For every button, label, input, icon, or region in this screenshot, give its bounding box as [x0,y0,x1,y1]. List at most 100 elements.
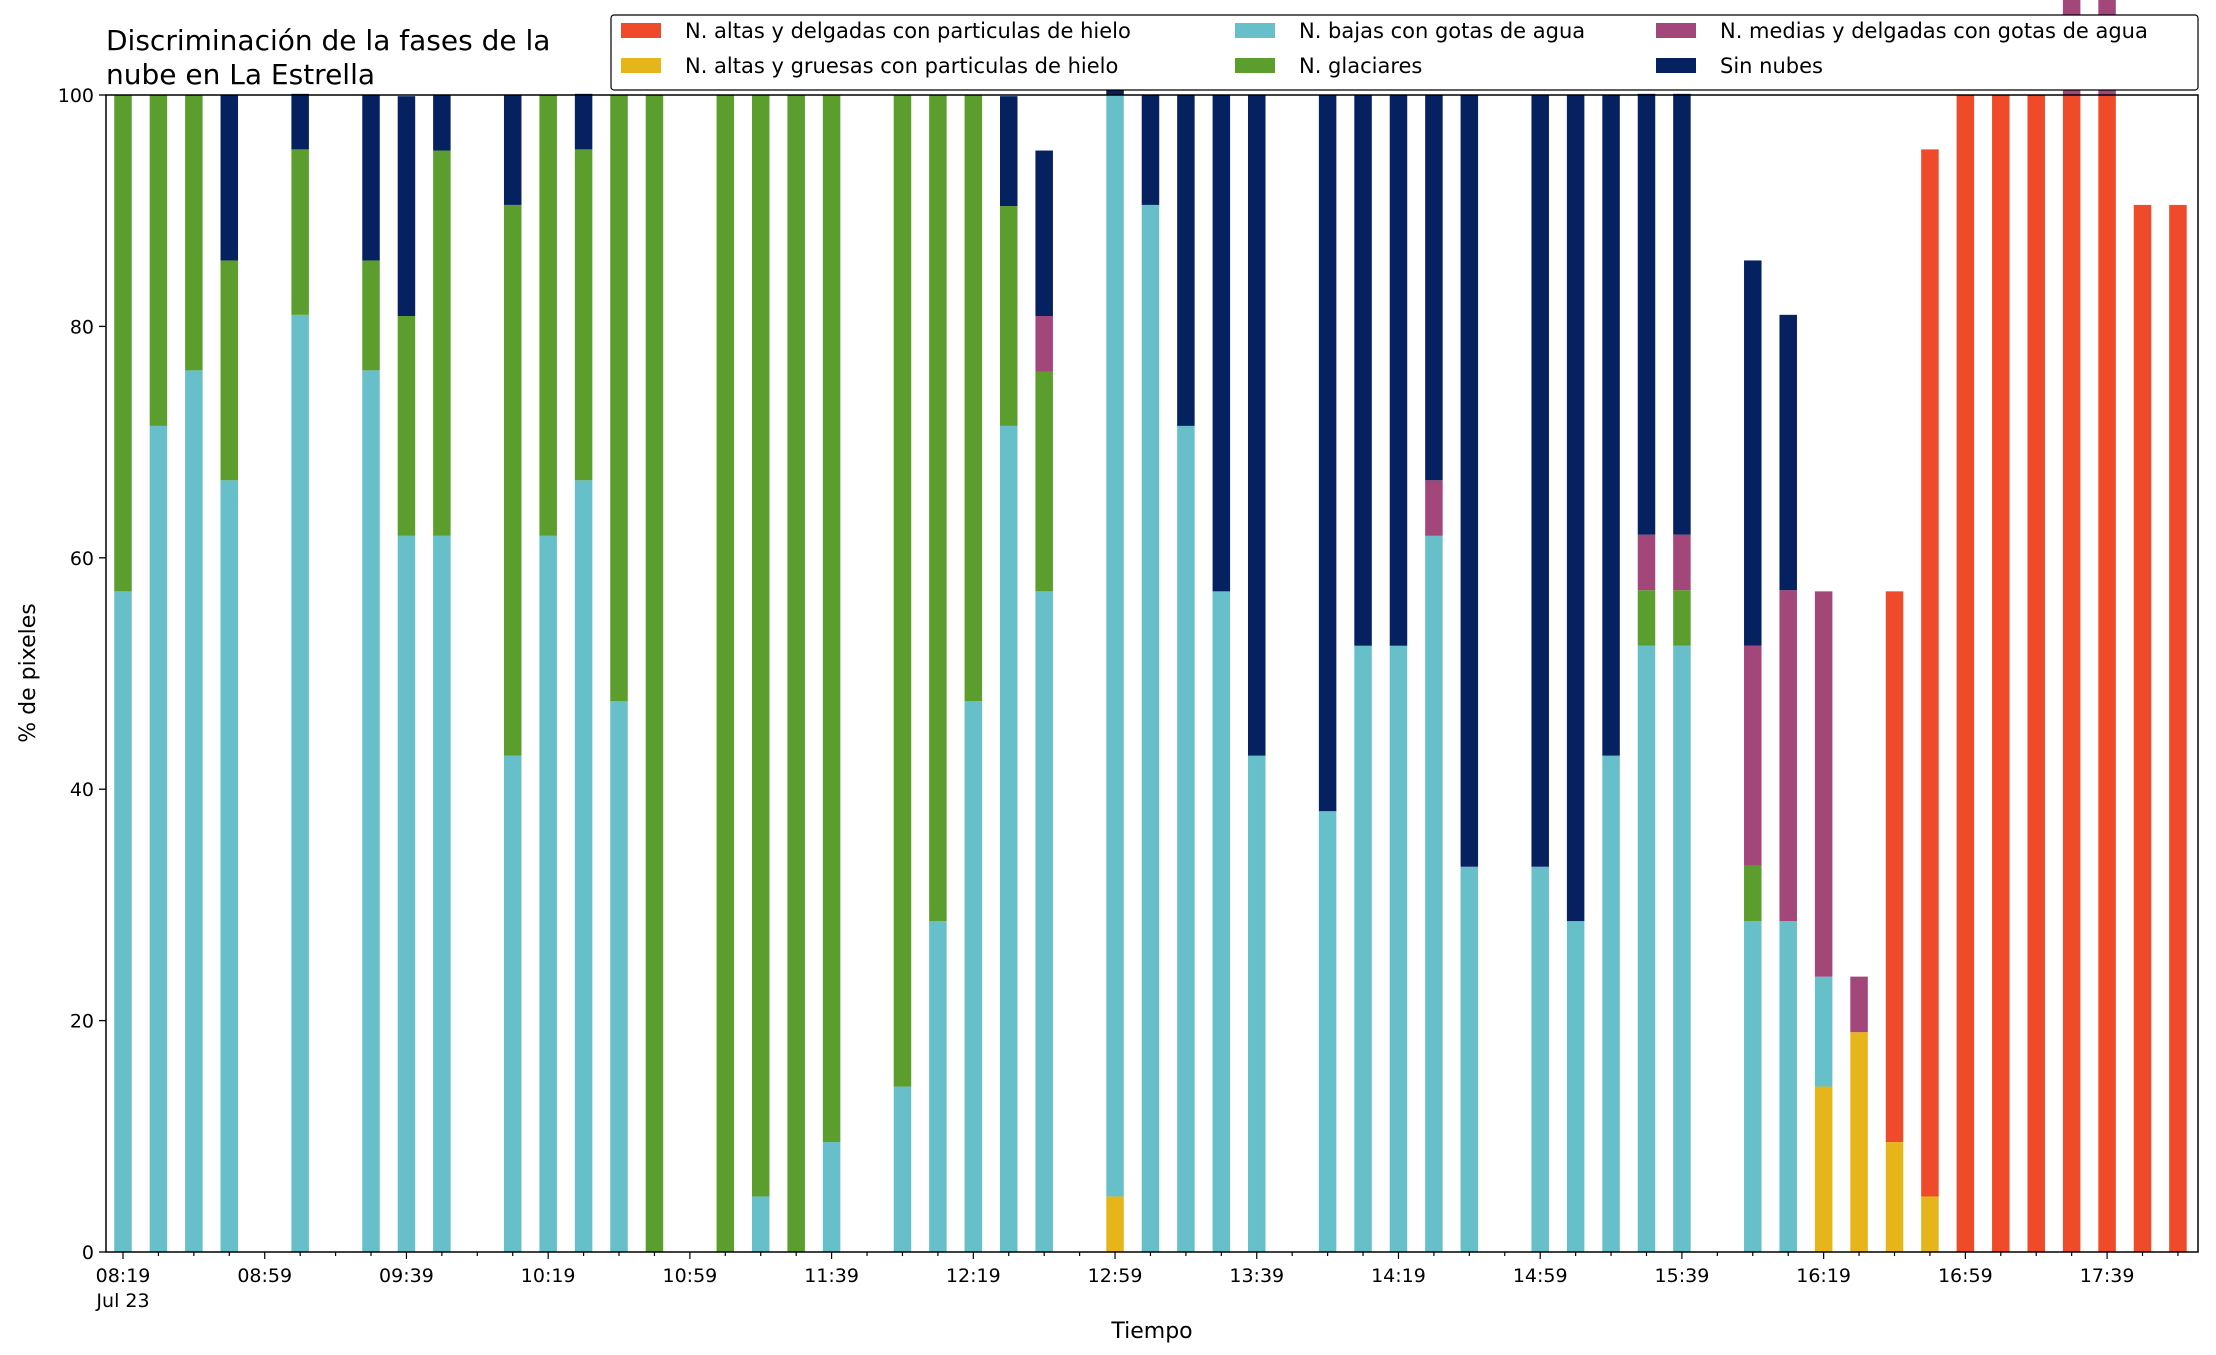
x-tick-label-11: 15:39 [1655,1265,1710,1287]
y-tick-label-0: 0 [82,1242,94,1264]
bar-segment-5-34 [1318,95,1337,812]
bar-segment-2-23 [929,921,947,1252]
bar-segment-5-29 [1141,95,1160,205]
x-date-label: Jul 23 [95,1290,149,1312]
bar-segment-5-40 [1531,95,1549,867]
bar-segment-2-8 [397,535,416,1252]
bar-segment-5-37 [1425,95,1443,481]
bar-segment-3-14 [610,95,628,702]
bar-segment-2-43 [1637,645,1656,1252]
bar-segment-3-11 [503,204,522,756]
legend-swatch-4 [1656,23,1696,38]
bar-segment-0-51 [1921,1196,1939,1252]
y-axis-label: % de pixeles [16,603,41,742]
legend-label-4: N. medias y delgadas con gotas de agua [1720,19,2148,43]
bar-segment-1-51 [1921,149,1939,1197]
bar-segment-1-53 [1992,95,2010,1252]
bar-segment-5-36 [1389,95,1408,646]
bar-segment-3-3 [220,260,239,481]
x-tick-label-3: 10:19 [521,1265,576,1287]
bar-segment-5-8 [397,96,416,316]
bar-segment-2-20 [822,1142,841,1252]
bar-segment-2-13 [574,480,593,1252]
bar-segment-5-41 [1566,95,1585,922]
bar-segment-5-7 [362,95,380,261]
bar-segment-0-28 [1106,1196,1124,1252]
bar-segment-0-50 [1885,1142,1904,1252]
bar-segment-3-43 [1637,590,1656,646]
bar-segment-3-2 [185,95,203,371]
bar-segment-2-9 [433,535,451,1252]
legend-swatch-5 [1656,58,1696,73]
bar-segment-4-44 [1673,534,1691,591]
x-tick-label-7: 12:59 [1088,1265,1143,1287]
chart-title-line-2: nube en La Estrella [106,58,375,91]
bar-segment-2-47 [1779,921,1797,1252]
bar-segment-2-34 [1318,811,1337,1252]
legend-swatch-3 [1235,58,1275,73]
plot-frame [105,94,2199,1253]
bar-segment-4-26 [1035,315,1053,372]
bar-segment-4-46 [1744,645,1762,866]
bar-segment-3-23 [929,95,947,922]
bar-segment-5-9 [433,95,451,151]
bar-segment-1-50 [1885,591,1904,1143]
bar-segment-5-31 [1212,95,1231,592]
bar-segment-2-0 [114,591,132,1252]
legend-swatch-0 [621,23,661,38]
bar-segment-5-42 [1602,95,1620,756]
bar-segment-5-26 [1035,150,1053,316]
bar-segment-5-35 [1354,95,1372,646]
bar-segment-2-37 [1425,535,1443,1252]
bar-segment-3-1 [149,95,168,426]
bar-segment-2-48 [1814,976,1833,1087]
bar-segment-4-37 [1425,480,1443,536]
bar-segment-2-44 [1673,645,1691,1252]
bar-segment-3-12 [539,95,557,536]
bar-segment-0-49 [1850,1032,1868,1252]
bar-segment-2-11 [503,755,522,1252]
bar-segment-2-5 [291,314,309,1253]
chart-title-line-1: Discriminación de la fases de la [106,24,550,57]
bar-segment-3-19 [787,95,805,1252]
legend-label-5: Sin nubes [1720,54,1823,78]
bar-segment-2-1 [149,425,168,1252]
bar-segment-2-36 [1389,645,1408,1252]
legend-label-1: N. altas y gruesas con particulas de hie… [685,54,1118,78]
bar-segment-3-24 [964,95,983,702]
x-tick-label-9: 14:19 [1371,1265,1426,1287]
bar-segment-0-48 [1814,1086,1833,1252]
bar-segment-2-24 [964,701,983,1252]
x-tick-label-6: 12:19 [946,1265,1001,1287]
legend-items: N. altas y delgadas con particulas de hi… [621,19,2148,78]
x-axis: 08:19 08:59 09:39 10:19 10:59 11:39 12:19 12:59… [95,1252,2179,1312]
bar-segment-5-38 [1460,95,1479,867]
bar-segment-1-52 [1956,95,1975,1252]
bar-segment-5-30 [1177,95,1195,426]
legend-swatch-1 [621,58,661,73]
bar-segment-3-9 [433,150,451,536]
bar-segment-1-55 [2062,95,2081,1252]
bar-segment-3-5 [291,149,309,315]
bar-segment-3-20 [822,95,841,1143]
bar-segment-2-28 [1106,95,1124,1197]
bar-segment-5-13 [574,93,593,150]
bar-segment-1-57 [2133,204,2152,1252]
y-tick-label-3: 60 [70,548,94,570]
bars-layer [114,0,2187,1253]
bar-segment-3-0 [114,95,132,592]
y-tick-label-5: 100 [58,85,94,107]
bar-segment-2-40 [1531,866,1549,1252]
bar-segment-2-18 [751,1196,770,1252]
bar-segment-5-47 [1779,314,1797,591]
bar-segment-2-3 [220,480,239,1252]
legend-swatch-2 [1235,23,1275,38]
bar-segment-3-22 [893,95,912,1087]
legend-label-2: N. bajas con gotas de agua [1299,19,1585,43]
bar-segment-2-32 [1248,755,1266,1252]
legend: N. altas y delgadas con particulas de hi… [610,14,2199,91]
bar-segment-5-44 [1673,93,1691,535]
y-tick-label-1: 20 [70,1011,94,1033]
legend-box [610,14,2199,91]
